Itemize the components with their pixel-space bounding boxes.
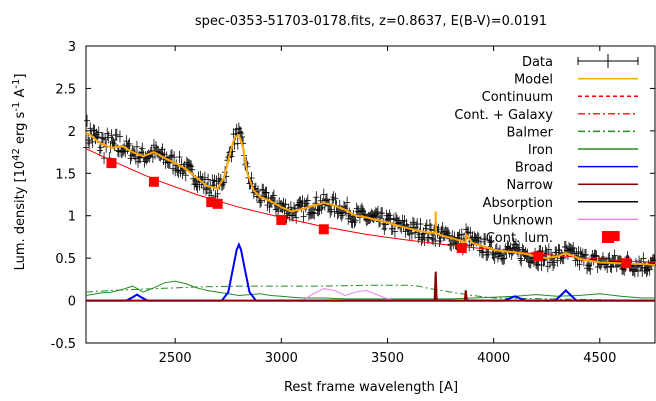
x-tick-label: 3500 <box>371 351 404 366</box>
cont-lum-marker <box>621 258 632 269</box>
y-axis-label-superscript: -1 <box>11 79 22 89</box>
cont-lum-marker <box>276 214 287 225</box>
cont-lum-marker <box>318 224 329 235</box>
x-tick-label: 3000 <box>265 351 298 366</box>
cont-lum-marker <box>212 198 223 209</box>
plot-frame <box>85 45 656 344</box>
x-axis-label: Rest frame wavelength [A] <box>284 380 458 395</box>
x-tick-label: 4000 <box>477 351 510 366</box>
y-tick-label: 1.5 <box>55 167 76 182</box>
y-axis-label-part: A <box>13 89 28 102</box>
narrow-line <box>86 271 655 302</box>
y-tick-label: 3 <box>68 40 76 55</box>
y-tick-label: 2.5 <box>55 82 76 97</box>
y-axis-label-superscript: 42 <box>11 148 22 161</box>
y-axis-label-part: ] <box>13 74 28 79</box>
continuum-line <box>85 148 656 263</box>
cont-lum-marker <box>106 158 117 169</box>
legend-label: Broad <box>515 161 553 176</box>
chart-title: spec-0353-51703-0178.fits, z=0.8637, E(B… <box>195 14 547 29</box>
y-axis-label-part: Lum. density [10 <box>13 161 28 271</box>
y-axis-label-superscript: -1 <box>11 102 22 112</box>
legend-label: Narrow <box>507 178 554 193</box>
cont-lum-marker <box>533 251 544 262</box>
legend-swatch <box>602 231 614 243</box>
x-tick-label: 2500 <box>159 351 192 366</box>
y-tick-label: 1 <box>68 210 76 225</box>
y-axis-label-part: erg s <box>13 111 28 148</box>
y-tick-label: 0 <box>68 295 76 310</box>
y-tick-label: 0.5 <box>55 252 76 267</box>
legend-label: Unknown <box>493 213 553 228</box>
balmer-line <box>85 284 656 302</box>
broad-line <box>86 242 655 302</box>
cont-lum-marker <box>148 176 159 187</box>
legend-label: Iron <box>528 143 553 158</box>
model-line <box>85 131 656 266</box>
y-tick-label: -0.5 <box>51 337 76 352</box>
legend-label: Cont. + Galaxy <box>454 108 553 123</box>
legend-label: Data <box>522 55 553 70</box>
legend-label: Balmer <box>506 125 553 140</box>
legend-label: Continuum <box>482 90 553 105</box>
legend-label: Absorption <box>483 196 553 211</box>
y-axis-label: Lum. density [1042 erg s-1 A-1] <box>11 74 28 271</box>
cont-lum-marker <box>206 197 217 208</box>
legend-label: Cont. lum. <box>486 231 553 246</box>
iron-line <box>85 280 655 300</box>
cont-lum-marker <box>456 242 467 253</box>
unknown-line <box>86 288 655 302</box>
x-tick-label: 4500 <box>583 351 616 366</box>
legend-label: Model <box>514 73 553 88</box>
cont-lum-marker <box>609 231 620 242</box>
y-tick-label: 2 <box>68 125 76 140</box>
